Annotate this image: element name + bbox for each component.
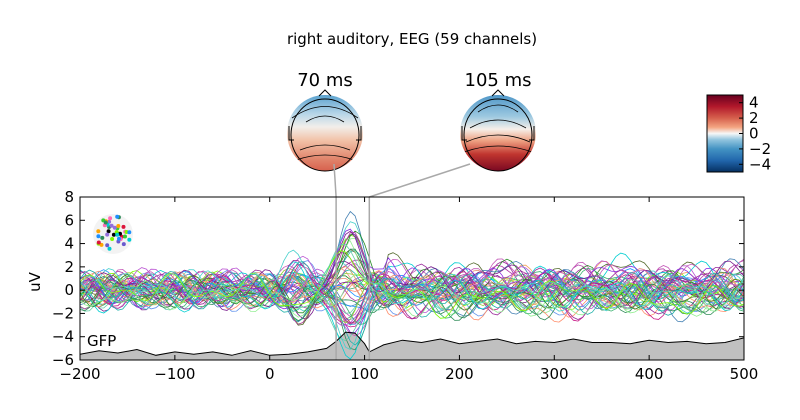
y-tick-label: −4 [52, 328, 74, 346]
channel-trace [80, 261, 744, 346]
colorbar-tick-label: −2 [749, 140, 771, 158]
topomap-title-105ms: 105 ms [465, 70, 532, 91]
sensor-dot [100, 235, 105, 240]
colorbar-tick-label: −4 [749, 155, 771, 173]
channel-trace [80, 279, 744, 326]
x-tick-label: 500 [730, 365, 759, 383]
colorbar: 420−2−4 [706, 94, 771, 173]
topomap-105ms: 105 ms [460, 70, 536, 172]
channel-trace [80, 263, 744, 324]
y-tick-label: 2 [64, 258, 74, 276]
sensor-dot [111, 232, 116, 237]
y-tick-label: 4 [64, 235, 74, 253]
channel-trace [80, 234, 744, 326]
channel-trace [80, 230, 744, 309]
sensor-dot [127, 230, 132, 235]
sensor-dot [105, 243, 110, 248]
channel-trace [80, 230, 744, 314]
sensor-dot [123, 234, 127, 239]
channel-trace [80, 228, 744, 310]
y-tick-label: 8 [64, 188, 74, 206]
y-tick-label: −6 [52, 351, 74, 369]
sensor-dot [107, 246, 112, 251]
channel-trace [80, 248, 744, 309]
sensor-dot [105, 232, 110, 237]
sensor-layout-inset [93, 214, 133, 254]
sensor-dot [116, 224, 121, 228]
sensor-dot [96, 229, 101, 234]
sensor-dot [115, 214, 120, 219]
sensor-dot [121, 224, 126, 229]
topomap-connector [333, 163, 337, 198]
y-axis-label: uV [26, 271, 44, 292]
x-tick-label: 400 [635, 365, 664, 383]
channel-trace [80, 267, 744, 305]
y-tick-label: 6 [64, 211, 74, 229]
sensor-dot [96, 234, 101, 239]
sensor-dot [96, 240, 101, 245]
x-tick-label: 300 [540, 365, 569, 383]
x-tick-label: −200 [59, 365, 100, 383]
sensor-dot [117, 236, 121, 241]
channel-trace [80, 265, 744, 304]
sensor-dot [103, 220, 108, 225]
topomap-title-70ms: 70 ms [297, 70, 353, 91]
channel-trace [80, 250, 744, 319]
channel-trace [80, 234, 744, 325]
x-tick-label: −100 [154, 365, 195, 383]
colorbar-tick-label: 0 [749, 125, 759, 143]
sensor-dot [112, 225, 117, 230]
x-tick-label: 200 [445, 365, 474, 383]
topomap-70ms: 70 ms [287, 70, 363, 172]
colorbar-tick-label: 2 [749, 109, 759, 127]
x-tick-label: 100 [350, 365, 379, 383]
gfp-label: GFP [87, 332, 116, 350]
channel-trace [80, 243, 744, 310]
colorbar-tick-label: 4 [749, 94, 759, 112]
sensor-dot [110, 237, 115, 241]
sensor-dot [115, 232, 120, 237]
topomap-connector [369, 163, 471, 198]
figure-title: right auditory, EEG (59 channels) [287, 30, 537, 48]
sensor-dot [106, 229, 111, 234]
sensor-dot [127, 237, 132, 242]
sensor-dot [108, 216, 113, 221]
gfp-line [80, 331, 744, 356]
sensor-dot [109, 223, 114, 228]
channel-trace [80, 249, 744, 351]
y-tick-label: 0 [64, 281, 74, 299]
x-tick-label: 0 [265, 365, 275, 383]
channel-trace [80, 273, 744, 318]
sensor-dot [99, 242, 104, 247]
y-tick-label: −2 [52, 304, 74, 322]
sensor-dot [121, 242, 126, 247]
channel-trace [80, 248, 744, 322]
gfp-area [80, 332, 744, 360]
